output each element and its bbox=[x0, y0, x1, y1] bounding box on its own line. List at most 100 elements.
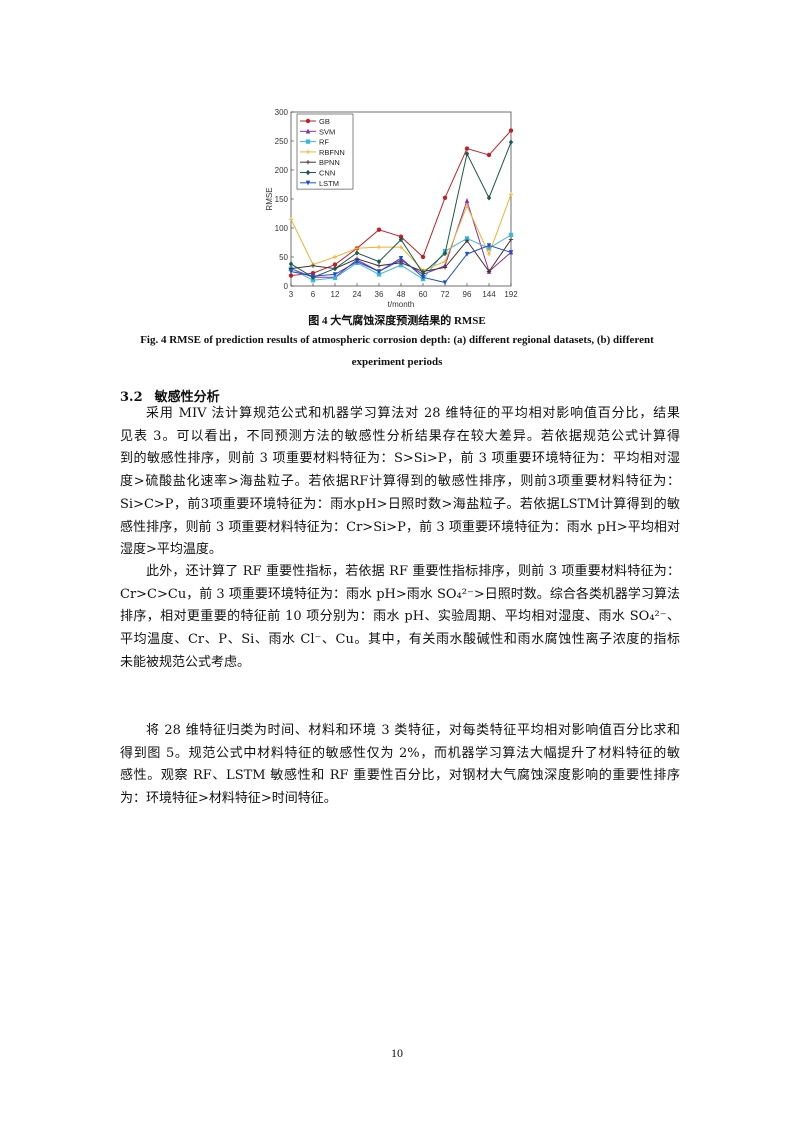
data-point-gb bbox=[486, 152, 492, 158]
text-line: Si>C>P，前3项重要环境特征为：雨水pH>日照时数>海盐粒子。若依据LSTM… bbox=[120, 496, 680, 512]
data-point-gb bbox=[398, 234, 404, 239]
data-point-bpnn bbox=[310, 263, 316, 268]
data-point-bpnn bbox=[442, 265, 448, 270]
text-line: 将 28 维特征归类为时间、材料和环境 3 类特征，对每类特征平均相对影响值百分… bbox=[146, 723, 680, 738]
y-tick-label: 50 bbox=[279, 253, 288, 262]
x-axis-label: t/month bbox=[388, 300, 415, 309]
paragraph: 此外，还计算了 RF 重要性指标，若依据 RF 重要性指标排序，则前 3 项重要… bbox=[120, 561, 680, 675]
data-point-lstm bbox=[288, 269, 294, 275]
data-point-gb bbox=[376, 227, 382, 232]
data-point-rbfnn bbox=[398, 244, 404, 250]
data-point-lstm bbox=[508, 250, 514, 256]
data-point-lstm bbox=[420, 275, 426, 280]
x-tick-label: 72 bbox=[441, 290, 450, 299]
data-point-rbfnn bbox=[332, 254, 338, 260]
data-point-svm bbox=[464, 198, 470, 203]
legend-label-cnn: CNN bbox=[319, 169, 335, 178]
data-point-rbfnn bbox=[464, 203, 470, 209]
y-tick-label: 150 bbox=[275, 195, 289, 204]
data-point-lstm bbox=[464, 251, 470, 257]
data-point-lstm bbox=[332, 272, 338, 278]
data-point-lstm bbox=[376, 269, 382, 275]
data-point-rbfnn bbox=[354, 246, 360, 251]
text-line: 感性。观察 RF、LSTM 敏感性和 RF 重要性百分比，对钢材大气腐蚀深度影响… bbox=[120, 768, 680, 784]
page-number: 10 bbox=[391, 1046, 403, 1060]
data-point-lstm bbox=[354, 259, 360, 265]
legend-marker-gb bbox=[305, 118, 311, 124]
legend-label-gb: GB bbox=[319, 117, 330, 126]
data-point-rf bbox=[464, 236, 470, 241]
legend-marker-lstm bbox=[305, 180, 311, 186]
data-point-rf bbox=[508, 232, 514, 238]
legend-label-svm: SVM bbox=[319, 127, 335, 136]
data-point-gb bbox=[442, 195, 448, 201]
y-tick-label: 200 bbox=[275, 166, 289, 175]
text-line: 湿度>平均温度。 bbox=[120, 542, 222, 558]
x-tick-label: 6 bbox=[311, 290, 316, 299]
y-tick-label: 0 bbox=[284, 282, 289, 291]
x-tick-label: 60 bbox=[419, 290, 428, 299]
data-point-cnn bbox=[376, 258, 382, 265]
data-point-cnn bbox=[332, 265, 338, 272]
legend-marker-rbfnn bbox=[305, 149, 311, 155]
data-point-cnn bbox=[420, 270, 426, 276]
text-line: 为：环境特征>材料特征>时间特征。 bbox=[120, 791, 337, 807]
x-tick-label: 36 bbox=[375, 290, 384, 299]
data-point-rf bbox=[310, 278, 316, 283]
y-axis-label: RMSE bbox=[265, 187, 274, 210]
text-line: 此外，还计算了 RF 重要性指标，若依据 RF 重要性指标排序，则前 3 项重要… bbox=[146, 564, 680, 579]
section-title: 敏感性分析 bbox=[154, 390, 220, 405]
text-line: 见表 3。可以看出，不同预测方法的敏感性分析结果存在较大差异。若依据规范公式计算… bbox=[120, 428, 680, 444]
text-line: 平均温度、Cr、P、Si、雨水 Cl⁻、Cu。其中，有关雨水酸碱性和雨水腐蚀性离… bbox=[120, 632, 680, 648]
data-point-cnn bbox=[442, 250, 448, 257]
data-point-gb bbox=[464, 146, 470, 151]
data-point-rf bbox=[486, 246, 492, 251]
y-tick-label: 100 bbox=[275, 224, 289, 233]
x-tick-label: 96 bbox=[463, 290, 472, 299]
data-point-bpnn bbox=[398, 260, 404, 265]
legend-marker-bpnn bbox=[305, 160, 311, 165]
text-line: 度>硫酸盐化速率>海盐粒子。若依据RF计算得到的敏感性排序，则前3项重要材料特征… bbox=[120, 474, 680, 490]
x-tick-label: 12 bbox=[331, 290, 340, 299]
data-point-rf bbox=[376, 272, 382, 277]
data-point-rf bbox=[332, 275, 338, 281]
text-line: Cr>C>Cu，前 3 项重要环境特征为：雨水 pH>雨水 SO₄²⁻>日照时数… bbox=[120, 586, 680, 602]
data-point-gb bbox=[288, 273, 294, 278]
data-point-gb bbox=[420, 254, 426, 260]
figure-caption-en: Fig. 4 RMSE of prediction results of atm… bbox=[140, 334, 654, 346]
legend-marker-rf bbox=[305, 139, 311, 144]
data-point-rbfnn bbox=[442, 259, 448, 264]
data-point-lstm bbox=[486, 243, 492, 249]
data-point-cnn bbox=[464, 151, 470, 157]
legend-label-rf: RF bbox=[319, 138, 329, 147]
legend-label-rbfnn: RBFNN bbox=[319, 148, 345, 157]
data-point-rbfnn bbox=[376, 244, 382, 250]
legend-marker-svm bbox=[305, 128, 311, 134]
y-tick-label: 300 bbox=[275, 108, 289, 117]
data-point-cnn bbox=[508, 139, 514, 145]
x-tick-label: 48 bbox=[397, 290, 406, 299]
legend-marker-cnn bbox=[305, 169, 311, 176]
text-line: 得到图 5。规范公式中材料特征的敏感性仅为 2%，而机器学习算法大幅提升了材料特… bbox=[120, 745, 680, 761]
text-line: 感性排序，则前 3 项重要材料特征为：Cr>Si>P，前 3 项重要环境特征为：… bbox=[120, 519, 680, 535]
data-point-gb bbox=[332, 262, 338, 267]
data-point-rbfnn bbox=[508, 192, 514, 197]
x-tick-label: 3 bbox=[289, 290, 294, 299]
data-point-bpnn bbox=[508, 237, 514, 242]
data-point-gb bbox=[508, 128, 514, 133]
data-point-bpnn bbox=[486, 269, 492, 274]
legend-label-bpnn: BPNN bbox=[319, 158, 340, 167]
data-point-rf bbox=[398, 262, 404, 268]
text-line: 采用 MIV 法计算规范公式和机器学习算法对 28 维特征的平均相对影响值百分比… bbox=[146, 406, 680, 421]
text-line: 到的敏感性排序，则前 3 项重要材料特征为：S>Si>P，前 3 项重要环境特征… bbox=[120, 451, 680, 467]
section-heading: 3.2 敏感性分析 bbox=[120, 386, 232, 405]
data-point-rbfnn bbox=[288, 217, 294, 222]
paragraph: 将 28 维特征归类为时间、材料和环境 3 类特征，对每类特征平均相对影响值百分… bbox=[120, 720, 680, 811]
data-point-cnn bbox=[398, 236, 404, 243]
figure-caption-en-cont: experiment periods bbox=[351, 356, 443, 368]
data-point-lstm bbox=[310, 273, 316, 279]
text-line: 未能被规范公式考虑。 bbox=[120, 654, 251, 670]
data-point-lstm bbox=[442, 280, 448, 286]
x-tick-label: 192 bbox=[504, 290, 518, 299]
